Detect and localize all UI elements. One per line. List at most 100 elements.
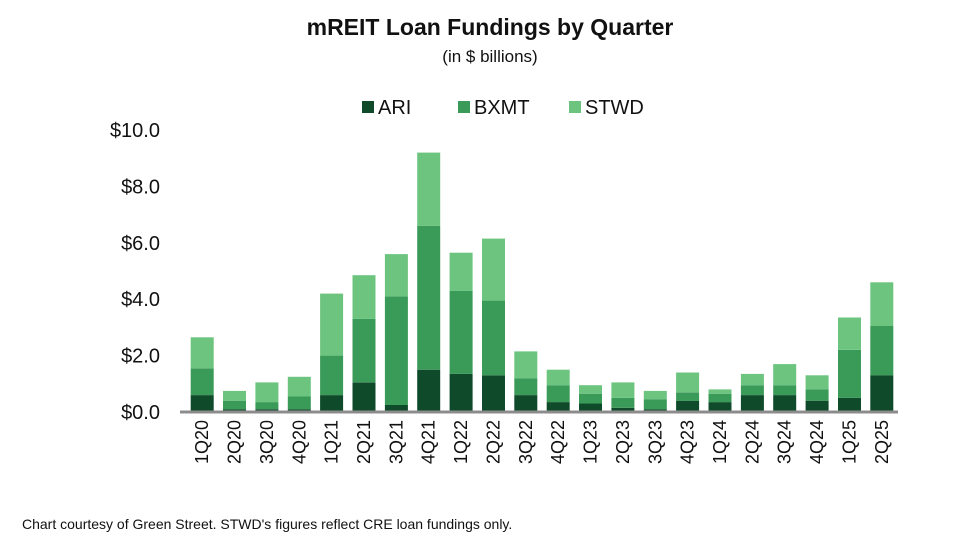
- bar-bxmt-4q21: [417, 225, 441, 370]
- x-tick-label: 1Q20: [192, 420, 212, 464]
- bar-stwd-1q22: [449, 252, 473, 291]
- bar-stwd-3q21: [384, 254, 408, 297]
- bar-stwd-2q21: [352, 275, 376, 319]
- x-tick-label: 2Q24: [742, 420, 762, 464]
- legend-swatch-bxmt: [458, 101, 470, 113]
- bar-bxmt-2q23: [611, 397, 635, 408]
- x-tick-label: 4Q20: [289, 420, 309, 464]
- x-tick-label: 1Q21: [322, 420, 342, 464]
- bar-stwd-1q25: [838, 317, 861, 350]
- x-tick-label: 1Q24: [710, 420, 730, 464]
- x-tick-label: 2Q21: [354, 420, 374, 464]
- bar-ari-2q24: [740, 395, 764, 412]
- bar-ari-2q23: [611, 407, 635, 412]
- bar-ari-2q22: [482, 375, 505, 412]
- bar-bxmt-4q24: [805, 389, 829, 401]
- bar-ari-4q22: [546, 402, 570, 412]
- bar-stwd-4q24: [805, 375, 829, 390]
- legend-swatch-ari: [362, 101, 374, 113]
- x-tick-label: 3Q23: [645, 420, 665, 464]
- y-tick-label: $6.0: [121, 233, 160, 255]
- bar-bxmt-1q22: [449, 290, 473, 374]
- bar-ari-3q21: [384, 404, 408, 412]
- chart-title: mREIT Loan Fundings by Quarter: [306, 14, 674, 40]
- x-tick-label: 4Q21: [419, 420, 439, 464]
- bar-bxmt-2q24: [740, 385, 764, 396]
- bar-bxmt-3q20: [255, 402, 279, 410]
- bar-ari-1q20: [190, 395, 214, 412]
- bar-ari-1q25: [838, 397, 861, 412]
- y-tick-label: $8.0: [121, 176, 160, 198]
- bar-bxmt-3q21: [384, 296, 408, 405]
- bar-ari-2q21: [352, 382, 376, 412]
- bar-bxmt-2q21: [352, 318, 376, 383]
- bar-bxmt-3q24: [773, 385, 797, 396]
- bar-stwd-2q25: [870, 282, 894, 326]
- bar-ari-4q23: [676, 400, 700, 412]
- x-tick-label: 3Q20: [257, 420, 277, 464]
- bar-stwd-1q23: [579, 385, 602, 394]
- chart-subtitle: (in $ billions): [442, 47, 538, 66]
- bar-bxmt-2q25: [870, 326, 894, 376]
- x-axis: 1Q20 2Q20 3Q20 4Q20 1Q21 2Q21 3Q21 4Q21 1Q22 2Q22…: [192, 420, 892, 464]
- bar-ari-4q21: [417, 369, 441, 412]
- legend-swatch-stwd: [569, 101, 581, 113]
- bar-bxmt-4q22: [546, 385, 570, 403]
- y-tick-label: $10.0: [110, 120, 160, 142]
- bar-stwd-2q24: [740, 373, 764, 386]
- bar-stwd-3q24: [773, 364, 797, 386]
- y-axis: $0.0 $2.0 $4.0 $6.0 $8.0 $10.0: [110, 120, 160, 424]
- bar-ari-2q25: [870, 375, 894, 412]
- bar-stwd-1q20: [190, 337, 214, 369]
- bar-bxmt-2q22: [482, 300, 505, 376]
- x-tick-label: 2Q20: [225, 420, 245, 464]
- x-tick-label: 2Q23: [613, 420, 633, 464]
- bar-stwd-1q21: [320, 293, 344, 356]
- bar-bxmt-3q23: [643, 399, 667, 410]
- bar-bxmt-1q25: [838, 350, 861, 398]
- bar-stwd-2q22: [482, 238, 505, 301]
- bar-ari-1q23: [579, 403, 602, 412]
- x-tick-label: 2Q25: [872, 420, 892, 464]
- bar-bxmt-2q20: [223, 400, 246, 410]
- bar-stwd-3q22: [514, 351, 538, 379]
- x-tick-label: 1Q22: [451, 420, 471, 464]
- x-tick-label: 4Q22: [548, 420, 568, 464]
- bar-stwd-4q21: [417, 152, 441, 226]
- bar-stwd-3q23: [643, 390, 667, 400]
- bar-stwd-2q23: [611, 382, 635, 398]
- legend-label-bxmt: BXMT: [474, 97, 530, 119]
- x-tick-label: 3Q22: [516, 420, 536, 464]
- bar-ari-1q22: [449, 373, 473, 412]
- x-tick-label: 1Q23: [581, 420, 601, 464]
- bar-bxmt-1q20: [190, 368, 214, 396]
- y-tick-label: $0.0: [121, 402, 160, 424]
- x-tick-label: 4Q24: [807, 420, 827, 464]
- x-tick-label: 2Q22: [484, 420, 504, 464]
- x-tick-label: 3Q21: [386, 420, 406, 464]
- bar-ari-3q24: [773, 395, 797, 412]
- bar-ari-3q22: [514, 395, 538, 412]
- x-tick-label: 3Q24: [775, 420, 795, 464]
- bar-stwd-3q20: [255, 382, 279, 403]
- bar-stwd-4q20: [287, 376, 311, 397]
- legend-label-ari: ARI: [378, 97, 411, 119]
- bar-ari-4q24: [805, 400, 829, 412]
- bar-bxmt-1q21: [320, 355, 344, 396]
- bar-bxmt-1q23: [579, 393, 602, 404]
- y-tick-label: $2.0: [121, 346, 160, 368]
- bar-stwd-4q23: [676, 372, 700, 393]
- footnote: Chart courtesy of Green Street. STWD's f…: [22, 516, 513, 532]
- bar-ari-1q24: [708, 402, 732, 412]
- bar-bxmt-4q23: [676, 392, 700, 401]
- bar-stwd-1q24: [708, 389, 732, 394]
- x-tick-label: 1Q25: [840, 420, 860, 464]
- bar-bxmt-1q24: [708, 393, 732, 403]
- chart-legend: ARI BXMT STWD: [362, 97, 644, 119]
- bar-stwd-4q22: [546, 369, 570, 386]
- bars-group: [190, 152, 894, 412]
- bar-stwd-2q20: [223, 390, 246, 401]
- x-tick-label: 4Q23: [678, 420, 698, 464]
- legend-label-stwd: STWD: [585, 97, 644, 119]
